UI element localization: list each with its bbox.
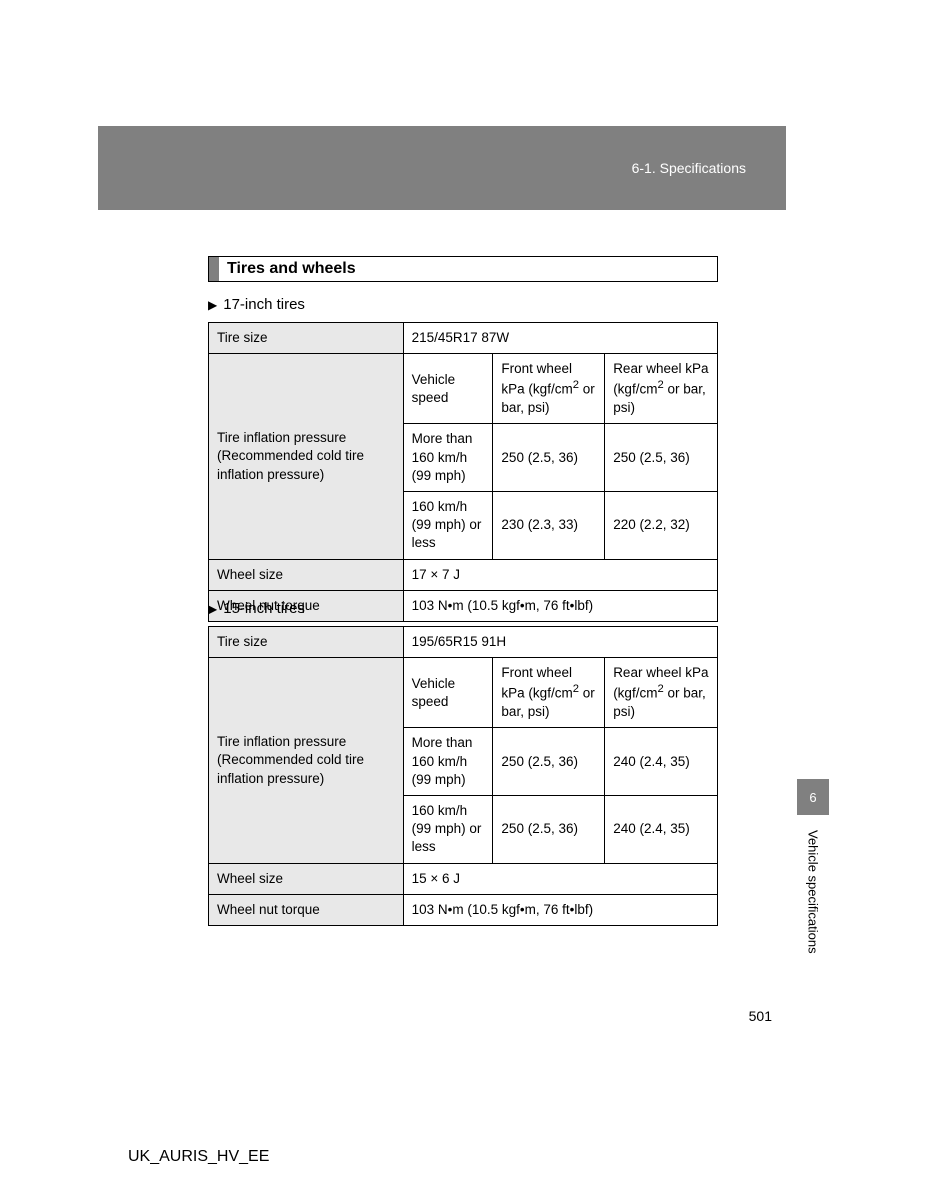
table-row: Tire inflation pressure (Recommended col… (209, 354, 718, 424)
cell-more-rear: 240 (2.4, 35) (605, 728, 718, 796)
cell-more-than: More than 160 km/h (99 mph) (403, 728, 493, 796)
cell-nut-label: Wheel nut torque (209, 894, 404, 925)
page-number: 501 (749, 1008, 772, 1024)
heading-accent (209, 257, 219, 281)
side-section-label: Vehicle specifications (797, 830, 829, 980)
cell-nut-value: 103 N•m (10.5 kgf•m, 76 ft•lbf) (403, 590, 717, 621)
cell-or-less: 160 km/h (99 mph) or less (403, 796, 493, 864)
subheading-17-text: 17-inch tires (223, 296, 305, 313)
cell-less-rear: 220 (2.2, 32) (605, 492, 718, 560)
cell-rear-header: Rear wheel kPa (kgf/cm2 or bar, psi) (605, 658, 718, 728)
triangle-icon: ▶ (208, 298, 217, 312)
table-row: Tire size 215/45R17 87W (209, 323, 718, 354)
table-row: Wheel size 17 × 7 J (209, 559, 718, 590)
cell-inflation-label: Tire inflation pressure (Recommended col… (209, 658, 404, 863)
table-15-inch: Tire size 195/65R15 91H Tire inflation p… (208, 626, 718, 926)
footer-doc-id: UK_AURIS_HV_EE (128, 1148, 269, 1166)
section-heading: Tires and wheels (208, 256, 718, 282)
triangle-icon: ▶ (208, 602, 217, 616)
subheading-17: ▶ 17-inch tires (208, 296, 305, 313)
cell-more-front: 250 (2.5, 36) (493, 728, 605, 796)
cell-front-header: Front wheel kPa (kgf/cm2 or bar, psi) (493, 658, 605, 728)
side-chapter-number: 6 (809, 790, 816, 805)
cell-rear-header: Rear wheel kPa (kgf/cm2 or bar, psi) (605, 354, 718, 424)
cell-less-rear: 240 (2.4, 35) (605, 796, 718, 864)
cell-vehicle-speed: Vehicle speed (403, 658, 493, 728)
side-chapter-tab: 6 (797, 779, 829, 815)
cell-tire-size-label: Tire size (209, 323, 404, 354)
table-17-inch: Tire size 215/45R17 87W Tire inflation p… (208, 322, 718, 622)
cell-less-front: 250 (2.5, 36) (493, 796, 605, 864)
cell-inflation-label: Tire inflation pressure (Recommended col… (209, 354, 404, 559)
cell-tire-size-value: 215/45R17 87W (403, 323, 717, 354)
table-row: Tire size 195/65R15 91H (209, 627, 718, 658)
cell-tire-size-label: Tire size (209, 627, 404, 658)
table-row: Wheel nut torque 103 N•m (10.5 kgf•m, 76… (209, 894, 718, 925)
cell-wheel-size-label: Wheel size (209, 863, 404, 894)
heading-title: Tires and wheels (219, 257, 717, 281)
cell-or-less: 160 km/h (99 mph) or less (403, 492, 493, 560)
breadcrumb: 6-1. Specifications (632, 160, 746, 176)
subheading-15: ▶ 15-inch tires (208, 600, 305, 617)
header-band: 6-1. Specifications (98, 126, 786, 210)
cell-wheel-size-value: 15 × 6 J (403, 863, 717, 894)
cell-tire-size-value: 195/65R15 91H (403, 627, 717, 658)
cell-wheel-size-value: 17 × 7 J (403, 559, 717, 590)
cell-front-header: Front wheel kPa (kgf/cm2 or bar, psi) (493, 354, 605, 424)
cell-more-front: 250 (2.5, 36) (493, 424, 605, 492)
cell-wheel-size-label: Wheel size (209, 559, 404, 590)
cell-vehicle-speed: Vehicle speed (403, 354, 493, 424)
cell-more-than: More than 160 km/h (99 mph) (403, 424, 493, 492)
subheading-15-text: 15-inch tires (223, 600, 305, 617)
cell-more-rear: 250 (2.5, 36) (605, 424, 718, 492)
table-row: Tire inflation pressure (Recommended col… (209, 658, 718, 728)
table-row: Wheel size 15 × 6 J (209, 863, 718, 894)
cell-nut-value: 103 N•m (10.5 kgf•m, 76 ft•lbf) (403, 894, 717, 925)
cell-less-front: 230 (2.3, 33) (493, 492, 605, 560)
